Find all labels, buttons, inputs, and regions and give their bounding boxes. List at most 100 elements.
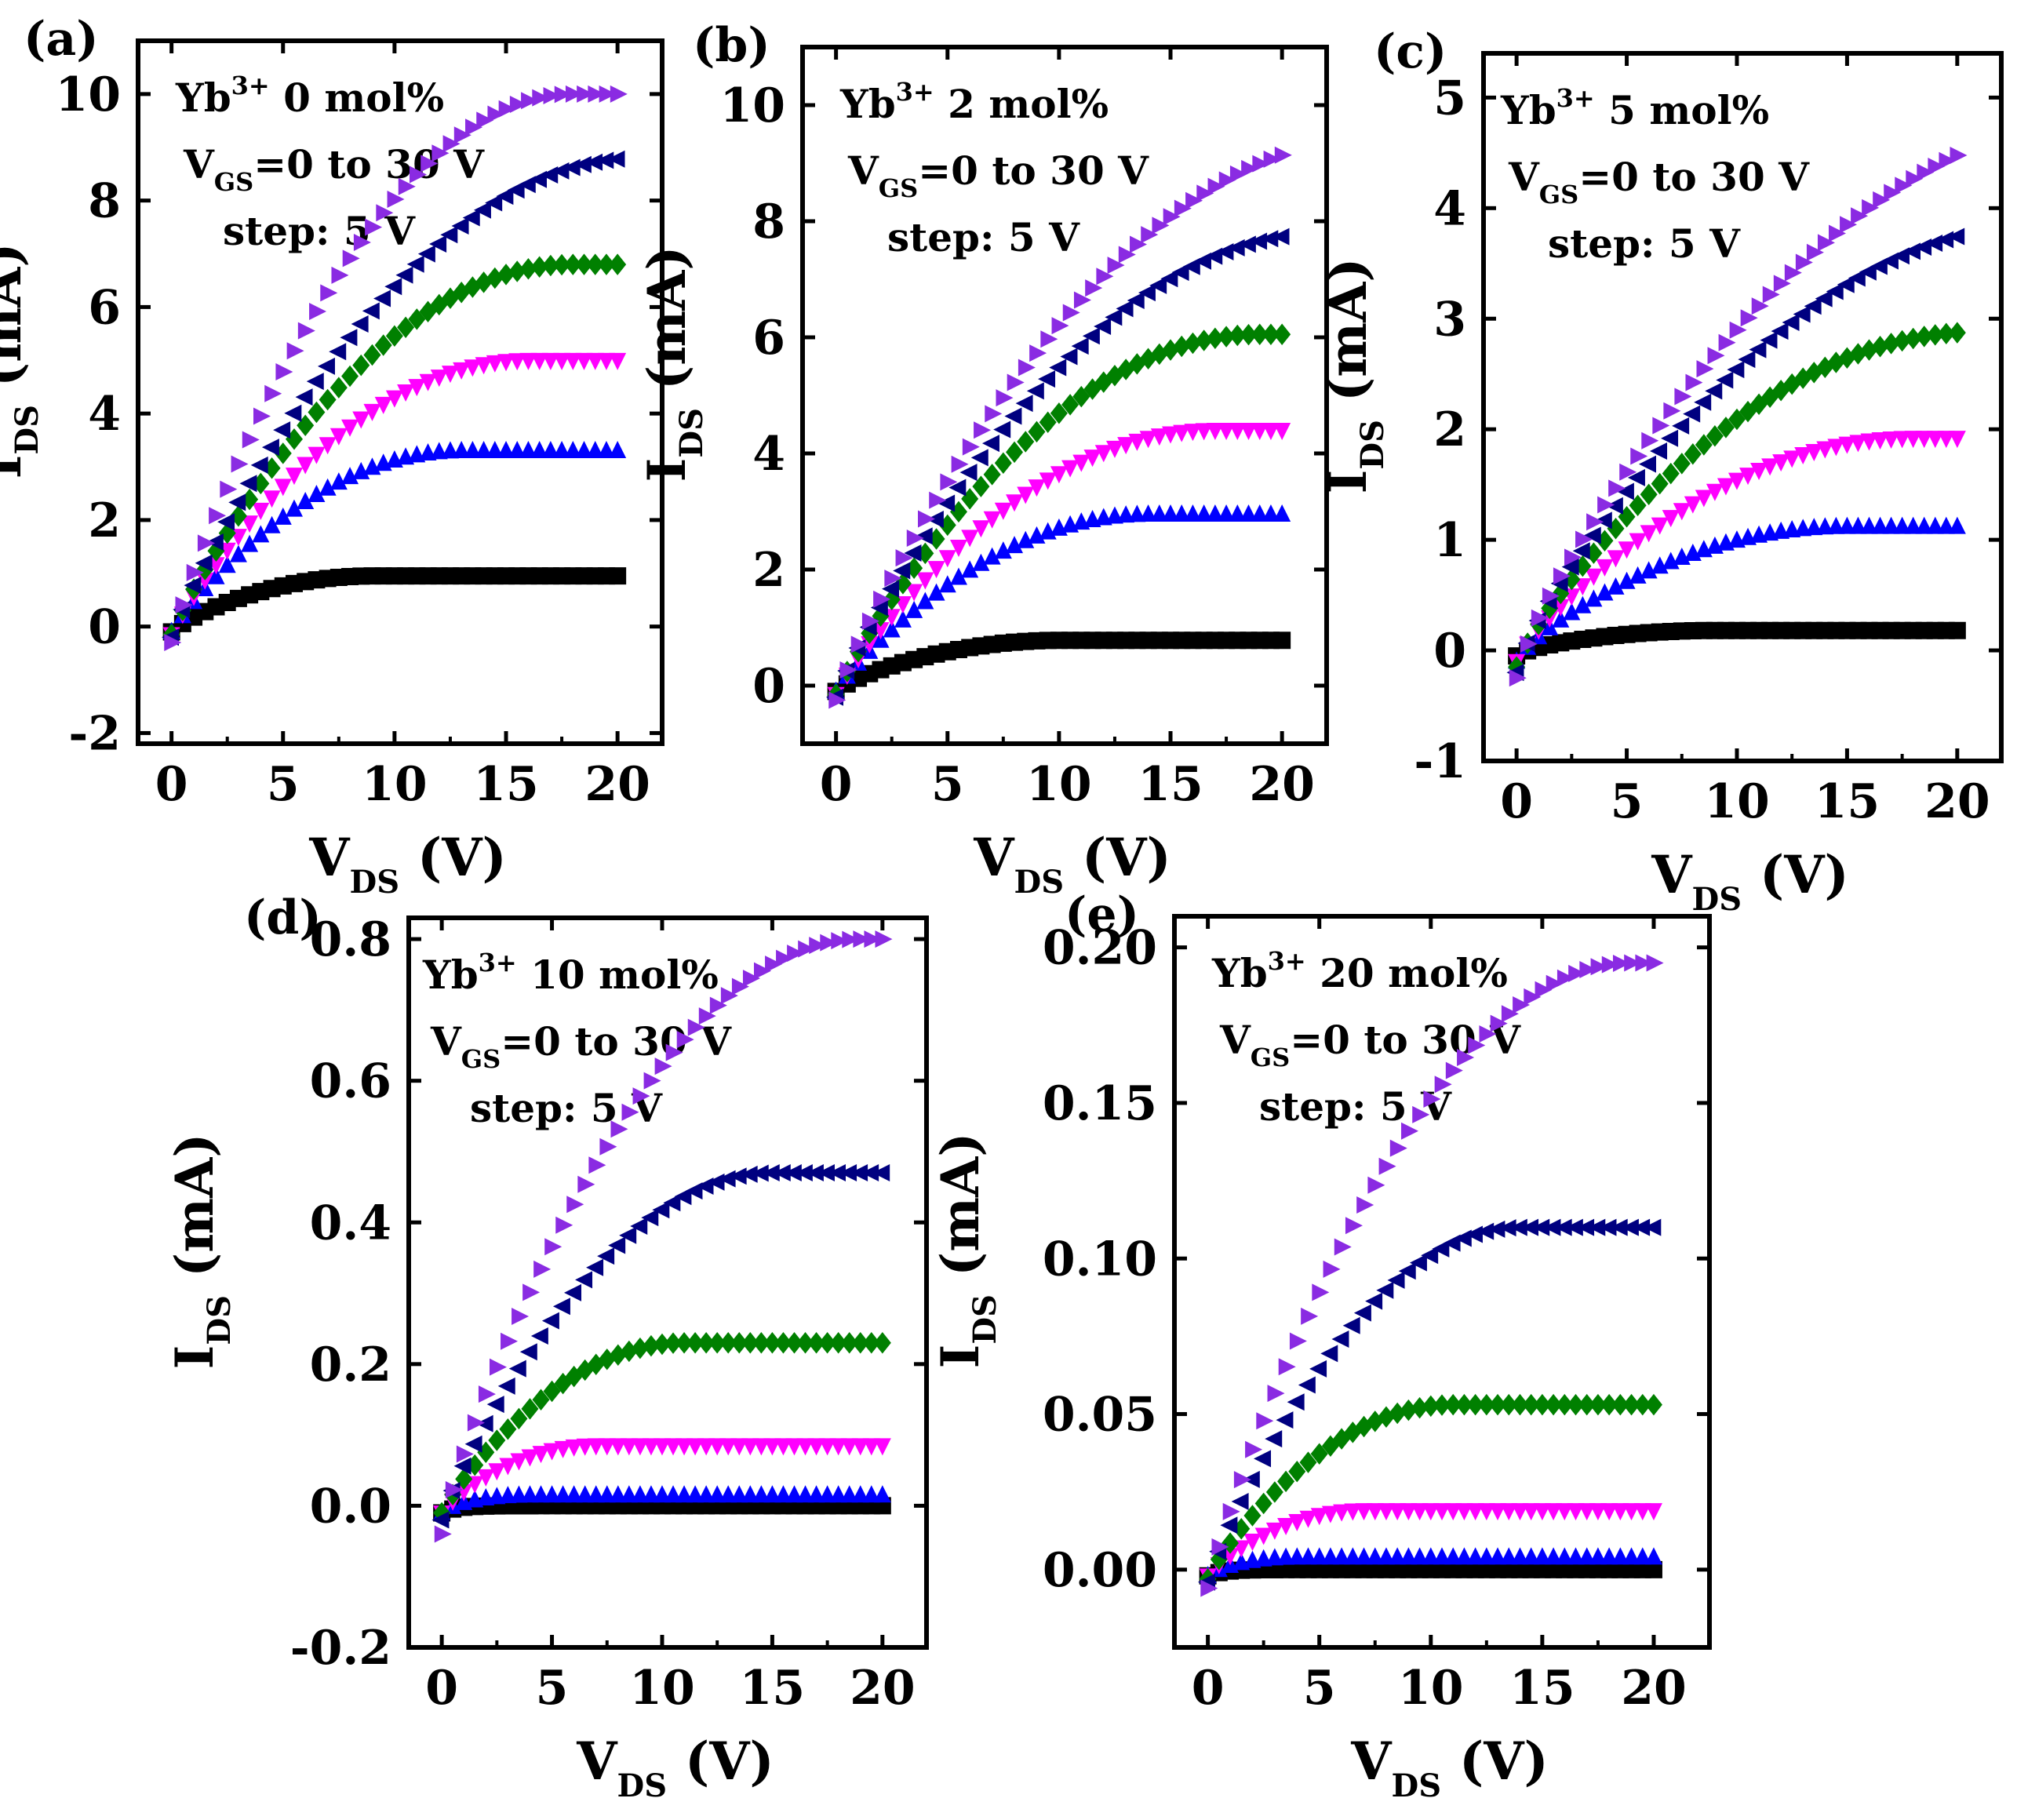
data-point [985, 405, 1003, 423]
data-point [1173, 504, 1191, 522]
data-point [1152, 217, 1170, 235]
annotation-sample-value: 5 mol% [1595, 87, 1769, 133]
data-point [477, 1469, 495, 1487]
data-point [1579, 961, 1597, 979]
data-point [1849, 516, 1867, 534]
data-point [453, 126, 471, 144]
data-point [773, 1164, 791, 1182]
y-tick-label: 10 [56, 67, 122, 122]
data-point [831, 932, 849, 950]
data-point [839, 661, 857, 679]
data-point [1644, 1503, 1662, 1521]
annotation-vgs-sub: GS [1251, 1043, 1290, 1072]
data-point [1477, 1503, 1495, 1521]
data-point [916, 572, 934, 590]
data-point [731, 977, 749, 996]
data-point [1589, 1503, 1607, 1521]
data-point [295, 388, 313, 406]
data-point [395, 266, 413, 284]
data-point [1411, 1396, 1429, 1419]
data-point [1600, 1393, 1618, 1416]
data-point [653, 1438, 671, 1456]
data-point [456, 1445, 474, 1463]
data-point [467, 1414, 485, 1432]
data-point [575, 253, 593, 275]
data-point [1299, 1547, 1317, 1565]
data-point [440, 226, 458, 244]
data-point [297, 491, 315, 509]
data-point [927, 583, 945, 601]
data-point [643, 1072, 661, 1090]
data-point [1433, 1547, 1451, 1565]
data-point [1400, 1399, 1418, 1421]
data-point [609, 1485, 627, 1503]
x-tick-label: 0 [425, 1661, 458, 1716]
data-point [1893, 431, 1911, 449]
data-point [1378, 1157, 1396, 1175]
data-point [1310, 1443, 1328, 1465]
annotation-vgs-sub: GS [1539, 180, 1578, 209]
data-point [1162, 426, 1180, 444]
data-point [1600, 1503, 1618, 1521]
data-point [1039, 411, 1057, 433]
data-point [1629, 533, 1647, 551]
data-point [563, 158, 581, 177]
data-point [1455, 1503, 1473, 1521]
y-tick-label: 4 [88, 387, 121, 442]
data-point [1500, 1503, 1518, 1521]
data-point [306, 373, 324, 391]
data-point [1231, 1493, 1249, 1511]
data-point [1498, 1219, 1516, 1237]
data-point [497, 441, 515, 459]
data-point [784, 1164, 802, 1182]
data-point [1782, 314, 1800, 332]
data-point [585, 153, 603, 171]
data-point [501, 1332, 519, 1350]
data-point [1171, 264, 1189, 282]
data-point [510, 1453, 528, 1471]
data-point [1717, 417, 1735, 439]
data-point [430, 369, 448, 388]
data-point [807, 1438, 825, 1456]
data-point [351, 315, 369, 333]
data-point [1838, 436, 1856, 454]
data-point [1412, 1105, 1430, 1123]
data-point [398, 177, 416, 195]
data-point [1827, 516, 1845, 534]
data-point [521, 92, 539, 110]
data-point [1398, 1262, 1416, 1280]
data-point [1163, 208, 1181, 226]
panel-label: (b) [693, 18, 770, 73]
data-point [464, 1435, 482, 1453]
data-point [752, 1438, 770, 1456]
data-point [263, 515, 281, 533]
data-point [387, 190, 405, 208]
data-point [1511, 1503, 1529, 1521]
data-point [564, 441, 582, 459]
data-point [519, 1343, 537, 1361]
data-point [1218, 326, 1236, 348]
y-tick-label: 0.8 [310, 912, 391, 967]
y-axis-label: IDS (mA) [1317, 258, 1391, 494]
data-point [927, 561, 945, 579]
data-point [519, 258, 537, 280]
data-point [1871, 516, 1889, 534]
data-point [1837, 275, 1855, 293]
data-point [1860, 516, 1878, 534]
data-point [1200, 1579, 1218, 1597]
data-point [906, 530, 924, 548]
data-point [840, 1438, 858, 1456]
data-point [1128, 433, 1146, 451]
y-tick-label: 6 [88, 280, 121, 335]
data-point [929, 491, 947, 509]
data-point [1633, 1393, 1651, 1416]
data-point [496, 187, 514, 206]
annotation-vgs-text: =0 to 30 V [1578, 154, 1810, 200]
data-point [1207, 177, 1225, 195]
data-point [610, 85, 628, 103]
data-point [709, 996, 727, 1014]
data-point [1662, 462, 1680, 485]
data-point [1772, 454, 1790, 472]
data-point [1594, 511, 1612, 530]
data-point [1633, 1503, 1651, 1521]
